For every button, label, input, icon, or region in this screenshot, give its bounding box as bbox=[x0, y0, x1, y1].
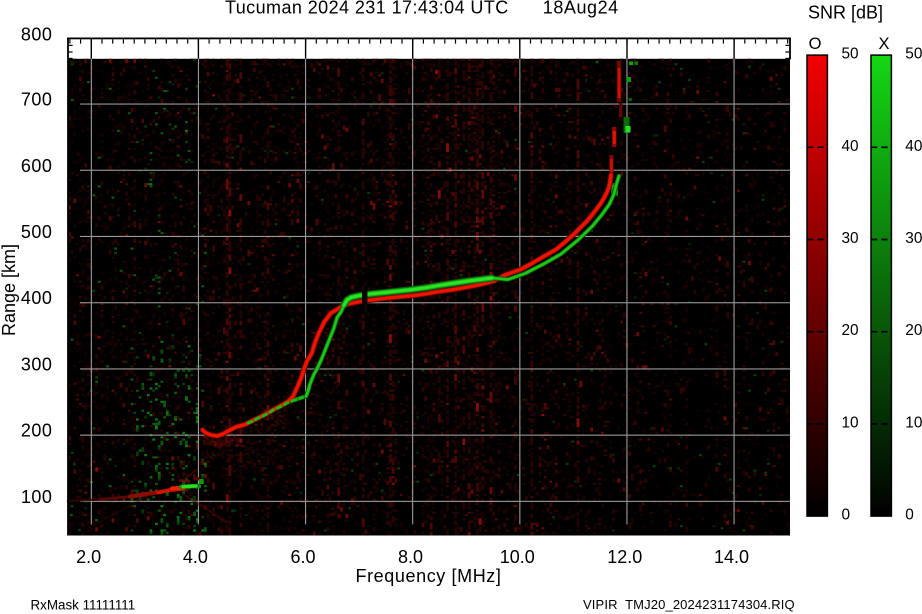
svg-text:Range [km]: Range [km] bbox=[0, 244, 19, 336]
svg-text:10.0: 10.0 bbox=[500, 547, 535, 567]
svg-text:12.0: 12.0 bbox=[607, 547, 642, 567]
svg-text:300: 300 bbox=[21, 355, 53, 375]
svg-text:40: 40 bbox=[842, 138, 859, 155]
svg-text:18Aug24: 18Aug24 bbox=[543, 0, 619, 18]
svg-text:100: 100 bbox=[21, 487, 53, 507]
svg-text:0: 0 bbox=[842, 507, 851, 524]
svg-text:O: O bbox=[809, 35, 822, 53]
svg-text:500: 500 bbox=[21, 222, 53, 242]
svg-text:20: 20 bbox=[842, 322, 859, 339]
svg-text:30: 30 bbox=[905, 230, 922, 247]
svg-text:VIPIR TMJ20_2024231174304.RIQ: VIPIR TMJ20_2024231174304.RIQ bbox=[583, 597, 795, 612]
svg-text:4.0: 4.0 bbox=[183, 547, 208, 567]
svg-text:Frequency [MHz]: Frequency [MHz] bbox=[355, 566, 501, 586]
svg-text:10: 10 bbox=[905, 414, 922, 431]
svg-text:400: 400 bbox=[21, 288, 53, 308]
svg-text:0: 0 bbox=[905, 507, 914, 524]
svg-text:RxMask 11111111: RxMask 11111111 bbox=[31, 598, 136, 613]
svg-text:X: X bbox=[878, 35, 889, 53]
svg-text:700: 700 bbox=[21, 90, 53, 110]
svg-text:50: 50 bbox=[905, 46, 922, 63]
svg-text:10: 10 bbox=[842, 414, 859, 431]
svg-text:8.0: 8.0 bbox=[398, 547, 423, 567]
svg-text:200: 200 bbox=[21, 421, 53, 441]
svg-text:2.0: 2.0 bbox=[76, 547, 101, 567]
svg-text:30: 30 bbox=[842, 230, 859, 247]
svg-text:20: 20 bbox=[905, 322, 922, 339]
svg-text:SNR [dB]: SNR [dB] bbox=[808, 3, 883, 23]
svg-text:50: 50 bbox=[842, 46, 859, 63]
svg-text:600: 600 bbox=[21, 156, 53, 176]
svg-text:Tucuman 2024 231 17:43:04 UTC: Tucuman 2024 231 17:43:04 UTC bbox=[225, 0, 509, 18]
svg-text:800: 800 bbox=[21, 25, 53, 45]
svg-text:40: 40 bbox=[905, 138, 922, 155]
svg-text:6.0: 6.0 bbox=[290, 547, 315, 567]
svg-text:14.0: 14.0 bbox=[714, 547, 749, 567]
